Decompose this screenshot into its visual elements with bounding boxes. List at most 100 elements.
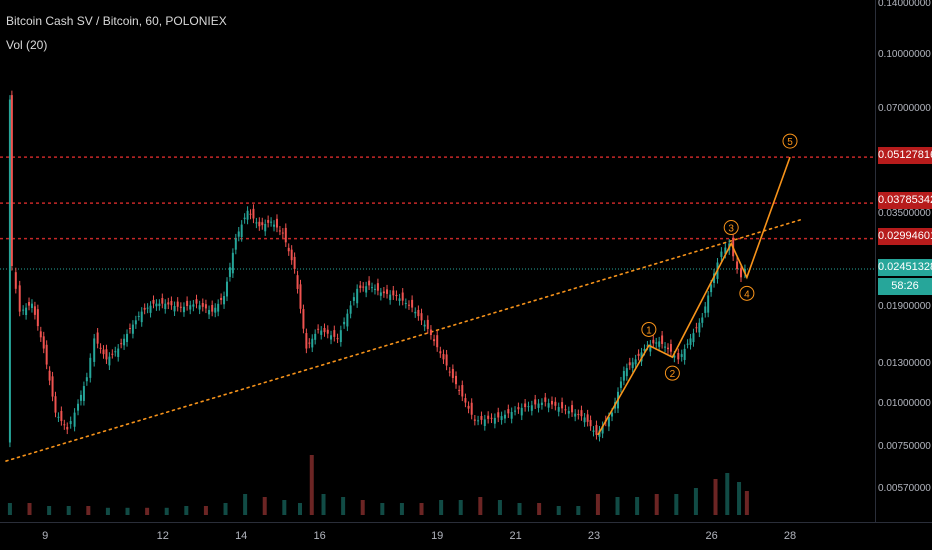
candle-body — [470, 402, 473, 415]
candle-body — [302, 309, 305, 329]
candle-body — [477, 420, 480, 422]
candle-body — [392, 290, 395, 296]
candle-body — [270, 221, 273, 223]
wave-label-text: 3 — [728, 224, 734, 235]
candle-body — [652, 339, 655, 344]
candle-body — [634, 359, 637, 365]
wave-label-4: 4 — [739, 285, 755, 301]
candle-body — [628, 362, 631, 366]
volume-bar — [458, 500, 463, 515]
candle-body — [376, 283, 379, 291]
candle-body — [564, 409, 567, 411]
candle-body — [510, 411, 513, 419]
candle-body — [223, 296, 226, 305]
wave-label-text: 2 — [670, 369, 676, 380]
candle-body — [290, 249, 293, 261]
volume-bar — [595, 494, 600, 515]
candle-body — [401, 292, 404, 301]
volume-bar — [517, 503, 522, 515]
wave-label-circle — [739, 285, 755, 301]
candle-body — [680, 354, 683, 357]
candle-body — [69, 421, 72, 425]
candle-body — [45, 344, 48, 365]
candle-body — [164, 303, 167, 310]
candle-body — [287, 247, 290, 252]
candle-body — [601, 425, 604, 434]
candle-body — [551, 400, 553, 405]
elliott-wave-labels: 1 2 3 4 5 — [641, 133, 798, 381]
candle-body — [255, 222, 258, 224]
candle-body — [574, 413, 577, 417]
volume-bar — [47, 506, 52, 515]
candle-body — [359, 285, 362, 288]
wave-label-1: 1 — [641, 321, 657, 337]
candle-body — [740, 268, 742, 278]
candle-body — [497, 412, 500, 418]
candle-body — [637, 353, 640, 356]
candle-body — [547, 403, 550, 408]
candle-body — [607, 417, 610, 427]
volume-bar — [693, 488, 698, 515]
candle-body — [445, 354, 448, 366]
support-trendline — [5, 218, 803, 462]
candle-body — [411, 299, 414, 308]
candle-body — [567, 411, 570, 414]
candle-body — [278, 230, 281, 232]
wave-label-2: 2 — [664, 365, 680, 381]
candle-body — [507, 409, 510, 414]
volume-bar — [27, 503, 32, 515]
volume-bar — [321, 494, 326, 515]
candle-body — [155, 303, 158, 307]
volume-bar — [635, 497, 640, 515]
candle-body — [179, 306, 182, 308]
candle-body — [22, 309, 25, 311]
volume-bar — [737, 482, 742, 515]
candle-body — [211, 305, 214, 312]
volume-bar — [7, 503, 12, 515]
candle-body — [146, 307, 149, 309]
candle-body — [487, 415, 490, 419]
price-tick-label: 0.01000000 — [878, 397, 931, 409]
candle-body — [698, 322, 701, 333]
candle-body — [176, 301, 179, 307]
candle-body — [561, 402, 564, 409]
candle-body — [161, 298, 164, 304]
volume-bar — [145, 507, 150, 515]
candle-body — [710, 284, 713, 293]
candle-body — [622, 371, 625, 381]
horizontal-levels — [0, 156, 875, 270]
candle-body — [458, 389, 461, 391]
volume-bar — [556, 506, 561, 515]
time-tick-label: 23 — [587, 530, 601, 542]
candle-body — [346, 313, 349, 327]
candle-body — [557, 407, 560, 412]
candle-body — [267, 220, 270, 223]
candle-body — [311, 338, 314, 348]
candle-body — [89, 357, 92, 378]
volume-bar — [309, 455, 314, 515]
volume-bar — [125, 507, 130, 515]
candle-body — [514, 410, 517, 412]
candle-body — [534, 399, 537, 405]
wave-label-text: 4 — [744, 289, 750, 300]
candle-body — [349, 305, 352, 314]
candle-body — [619, 381, 622, 388]
volume-indicator-label[interactable]: Vol (20) — [6, 38, 48, 52]
bar-countdown-label: 58:26 — [878, 278, 932, 295]
candle-body — [273, 224, 276, 227]
candle-body — [85, 377, 88, 382]
candle-body — [198, 305, 201, 310]
candle-body — [158, 303, 161, 307]
candle-body — [220, 297, 223, 300]
wave-label-text: 5 — [787, 137, 793, 148]
candle-body — [577, 414, 580, 416]
candle-body — [701, 317, 704, 323]
candle-body — [704, 306, 707, 313]
candle-body — [595, 425, 598, 435]
candle-body — [284, 227, 287, 243]
candle-body — [314, 333, 317, 340]
candle-body — [330, 335, 333, 340]
candle-body — [673, 355, 676, 358]
candle-body — [14, 272, 17, 289]
